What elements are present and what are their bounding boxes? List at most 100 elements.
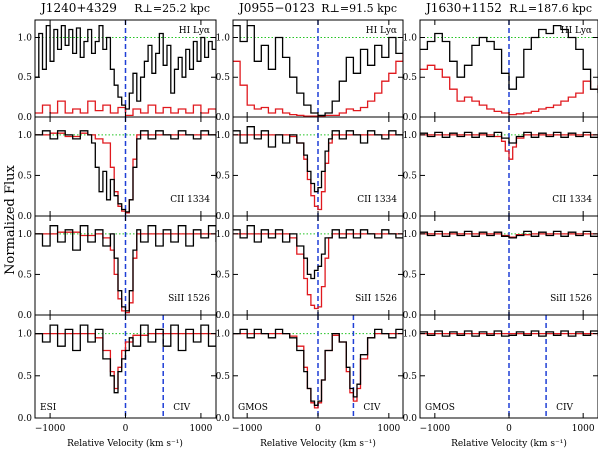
spectra-group bbox=[420, 330, 598, 337]
y-tick-label: 0.0 bbox=[403, 113, 418, 123]
x-axis-label-col-2: Relative Velocity (km s⁻¹) bbox=[451, 438, 567, 449]
spectra-group bbox=[420, 131, 598, 160]
spectrum-red bbox=[420, 134, 598, 160]
panel-0-0: 0.0 0.5 1.0 HI Lyα bbox=[18, 19, 217, 123]
x-axis-label-col-1: Relative Velocity (km s⁻¹) bbox=[260, 438, 376, 449]
ion-label: CII 1334 bbox=[170, 195, 210, 205]
y-tick-label: 1.0 bbox=[403, 131, 418, 141]
spectra-group bbox=[35, 324, 216, 394]
y-tick-label: 0.5 bbox=[216, 372, 231, 382]
y-tick-label: 0.5 bbox=[403, 171, 418, 181]
ion-label: HI Lyα bbox=[366, 26, 397, 36]
y-tick-label: 0.5 bbox=[18, 73, 33, 83]
spectrum-red bbox=[233, 53, 403, 117]
y-tick-label: 0.0 bbox=[403, 212, 418, 222]
x-tick-label: 0 bbox=[315, 424, 321, 434]
spectra-group bbox=[233, 126, 403, 211]
spectra-group bbox=[35, 130, 216, 214]
spectrum-black bbox=[233, 328, 403, 406]
y-tick-label: 0.5 bbox=[403, 73, 418, 83]
ion-label: HI Lyα bbox=[179, 26, 210, 36]
y-tick-label: 1.0 bbox=[18, 131, 33, 141]
spectra-group bbox=[420, 230, 598, 239]
y-tick-label: 0.5 bbox=[403, 372, 418, 382]
y-tick-label: 0.0 bbox=[18, 414, 33, 424]
y-tick-label: 0.0 bbox=[18, 212, 33, 222]
ion-label: CIV bbox=[556, 403, 573, 413]
panel-2-3: 0.0 0.5 1.0 CIV GMOS bbox=[403, 314, 598, 424]
spectrum-black bbox=[420, 230, 598, 239]
instrument-label: GMOS bbox=[238, 403, 268, 413]
y-tick-label: 0.5 bbox=[216, 270, 231, 280]
sightline-label: J0955−0123 bbox=[237, 1, 315, 15]
y-tick-label: 0.0 bbox=[18, 311, 33, 321]
ion-label: CII 1334 bbox=[357, 195, 397, 205]
x-tick-label: 1000 bbox=[377, 424, 400, 434]
y-tick-label: 0.5 bbox=[18, 372, 33, 382]
y-tick-label: 1.0 bbox=[403, 33, 418, 43]
y-tick-label: 1.0 bbox=[216, 131, 231, 141]
y-tick-label: 0.0 bbox=[18, 113, 33, 123]
panel-1-1: 0.0 0.5 1.0 CII 1334 bbox=[216, 116, 404, 222]
impact-parameter-label: R⊥=187.6 kpc bbox=[509, 2, 592, 15]
x-tick-label: −1000 bbox=[232, 424, 263, 434]
y-tick-label: 0.0 bbox=[403, 414, 418, 424]
x-tick-label: 1000 bbox=[572, 424, 595, 434]
sightline-label: J1630+1152 bbox=[424, 1, 502, 15]
y-tick-label: 0.5 bbox=[216, 171, 231, 181]
y-tick-label: 1.0 bbox=[216, 230, 231, 240]
ion-label: CIV bbox=[363, 403, 380, 413]
spectrum-black bbox=[420, 131, 598, 144]
ion-label: CIV bbox=[173, 403, 190, 413]
panel-1-2: 0.0 0.5 1.0 SiII 1526 bbox=[216, 215, 404, 321]
spectrum-black bbox=[35, 24, 216, 110]
x-tick-label: 0 bbox=[506, 424, 512, 434]
panel-0-3: 0.0 0.5 1.0 CIV ESI bbox=[18, 314, 217, 424]
y-tick-label: 0.0 bbox=[216, 414, 231, 424]
panel-0-2: 0.0 0.5 1.0 SiII 1526 bbox=[18, 215, 217, 321]
y-tick-label: 0.5 bbox=[216, 73, 231, 83]
y-tick-label: 0.0 bbox=[216, 311, 231, 321]
spectrum-black bbox=[35, 324, 216, 394]
y-tick-label: 1.0 bbox=[216, 33, 231, 43]
y-tick-label: 1.0 bbox=[18, 230, 33, 240]
y-tick-label: 1.0 bbox=[403, 230, 418, 240]
ion-label: CII 1334 bbox=[552, 195, 592, 205]
ion-label: SiII 1526 bbox=[355, 294, 397, 304]
y-tick-label: 1.0 bbox=[216, 330, 231, 340]
ion-label: SiII 1526 bbox=[168, 294, 210, 304]
spectra-group bbox=[233, 225, 403, 310]
y-tick-label: 0.0 bbox=[216, 212, 231, 222]
y-tick-label: 0.5 bbox=[403, 270, 418, 280]
y-tick-label: 1.0 bbox=[18, 33, 33, 43]
panel-1-3: 0.0 0.5 1.0 CIV GMOS bbox=[216, 314, 404, 424]
y-tick-label: 1.0 bbox=[18, 330, 33, 340]
spectrum-black bbox=[233, 225, 403, 280]
x-tick-label: −1000 bbox=[35, 424, 66, 434]
y-axis-label: Normalized Flux bbox=[3, 164, 18, 274]
y-tick-label: 0.0 bbox=[403, 311, 418, 321]
panel-0-1: 0.0 0.5 1.0 CII 1334 bbox=[18, 116, 217, 222]
impact-parameter-label: R⊥=91.5 kpc bbox=[321, 2, 397, 15]
panel-2-1: 0.0 0.5 1.0 CII 1334 bbox=[403, 116, 598, 222]
panel-2-2: 0.0 0.5 1.0 SiII 1526 bbox=[403, 215, 598, 321]
x-tick-label: 1000 bbox=[189, 424, 212, 434]
x-tick-label: 0 bbox=[123, 424, 129, 434]
spectra-group bbox=[233, 328, 403, 409]
x-tick-label: −1000 bbox=[420, 424, 451, 434]
spectrum-black bbox=[420, 24, 598, 94]
y-tick-label: 0.0 bbox=[216, 113, 231, 123]
instrument-label: ESI bbox=[40, 403, 57, 413]
spectrum-black bbox=[233, 126, 403, 193]
spectrum-black bbox=[420, 330, 598, 337]
x-axis-label-col-0: Relative Velocity (km s⁻¹) bbox=[67, 438, 183, 449]
spectrum-black bbox=[35, 130, 216, 213]
impact-parameter-label: R⊥=25.2 kpc bbox=[134, 2, 210, 15]
y-tick-label: 0.5 bbox=[18, 270, 33, 280]
ion-label: SiII 1526 bbox=[550, 294, 592, 304]
